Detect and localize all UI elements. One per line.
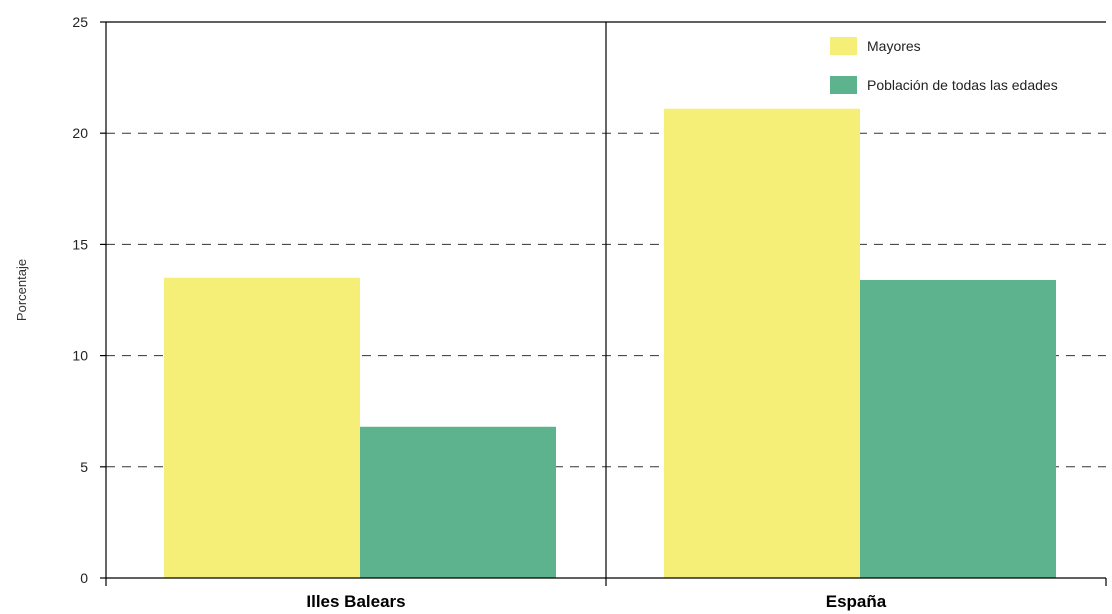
y-tick-label-0: 0	[80, 570, 88, 586]
category-label-0: Illes Balears	[306, 592, 405, 611]
category-labels: Illes Balears España	[306, 592, 886, 611]
y-tick-label-25: 25	[72, 14, 88, 30]
bar-0-0	[164, 277, 360, 578]
bars	[164, 108, 1056, 579]
bar-1-1	[860, 279, 1056, 578]
legend-swatch-1	[830, 76, 857, 94]
y-tick-label-5: 5	[80, 459, 88, 475]
bar-0-1	[360, 426, 556, 578]
y-tick-labels: 0 5 10 15 20 25	[72, 14, 88, 586]
y-axis-label: Porcentaje	[14, 259, 29, 321]
legend-label-0: Mayores	[867, 38, 921, 54]
y-tick-label-10: 10	[72, 348, 88, 364]
y-tick-label-15: 15	[72, 236, 88, 252]
legend-label-1: Población de todas las edades	[867, 77, 1058, 93]
category-label-1: España	[826, 592, 887, 611]
axes	[100, 21, 1107, 586]
bar-1-0	[664, 108, 860, 579]
y-tick-label-20: 20	[72, 125, 88, 141]
legend: Mayores Población de todas las edades	[830, 37, 1058, 94]
legend-swatch-0	[830, 37, 857, 55]
